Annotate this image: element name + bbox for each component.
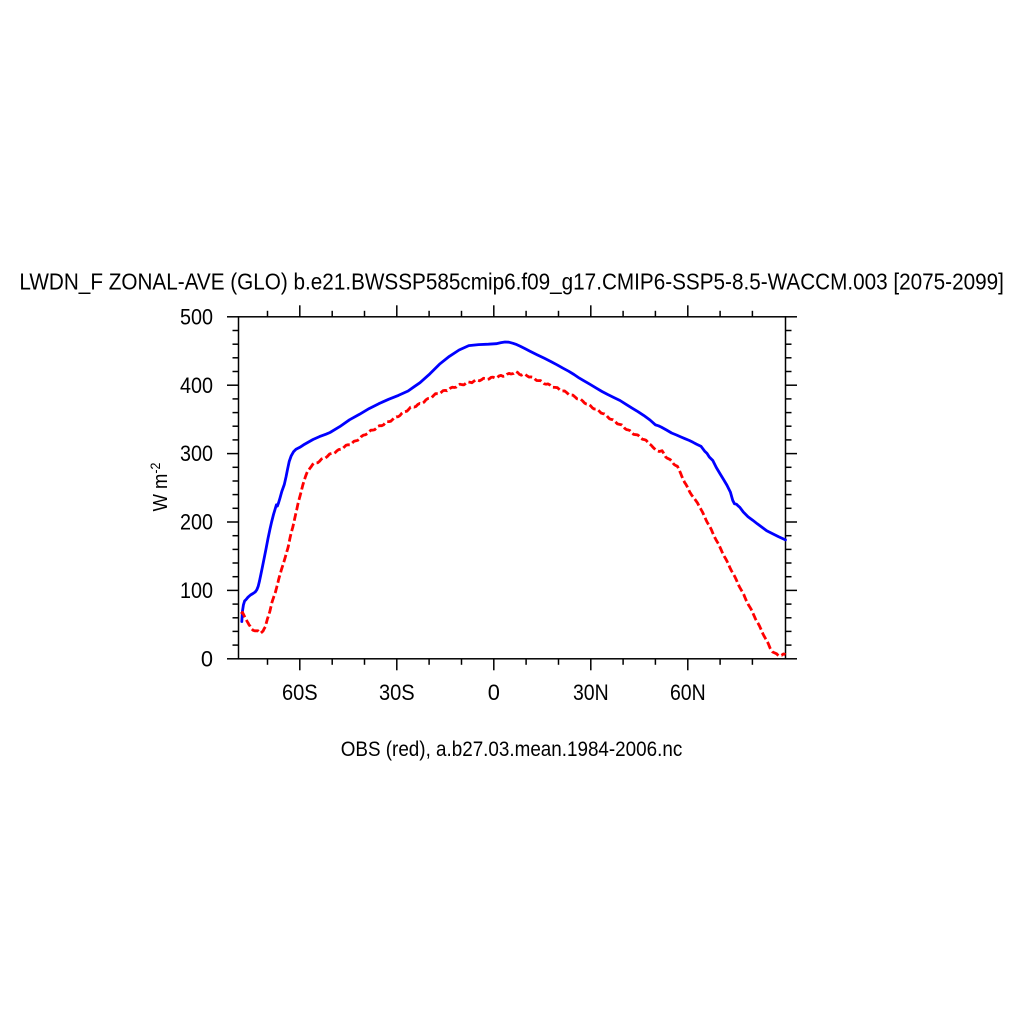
svg-text:60S: 60S [282,680,318,705]
svg-text:300: 300 [180,441,213,466]
svg-text:500: 500 [180,304,213,329]
svg-text:30S: 30S [379,680,415,705]
svg-text:OBS (red), a.b27.03.mean.1984-: OBS (red), a.b27.03.mean.1984-2006.nc [341,737,683,761]
svg-text:0: 0 [201,646,213,671]
svg-text:LWDN_F ZONAL-AVE (GLO) b.e21.B: LWDN_F ZONAL-AVE (GLO) b.e21.BWSSP585cmi… [19,268,1004,294]
svg-text:60N: 60N [670,680,706,705]
svg-text:0: 0 [488,680,500,705]
svg-text:30N: 30N [573,680,609,705]
svg-text:400: 400 [180,373,213,398]
svg-text:100: 100 [180,578,213,603]
svg-text:200: 200 [180,510,213,535]
